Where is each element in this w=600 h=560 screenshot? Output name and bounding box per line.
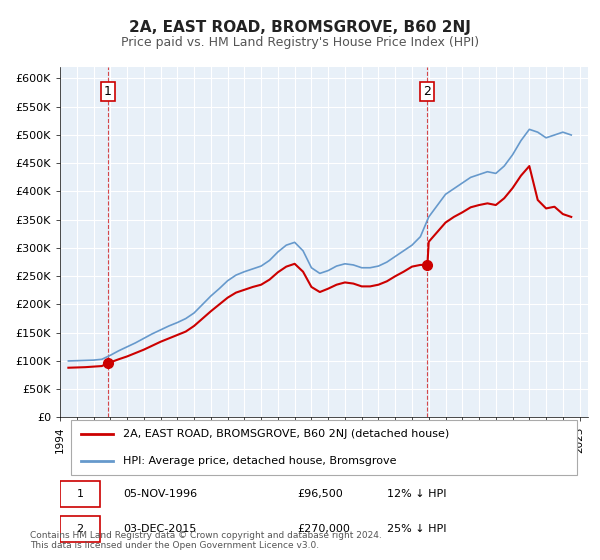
- Text: £270,000: £270,000: [298, 524, 350, 534]
- Text: 2A, EAST ROAD, BROMSGROVE, B60 2NJ (detached house): 2A, EAST ROAD, BROMSGROVE, B60 2NJ (deta…: [124, 430, 449, 439]
- Text: 1: 1: [104, 85, 112, 98]
- Text: 2A, EAST ROAD, BROMSGROVE, B60 2NJ: 2A, EAST ROAD, BROMSGROVE, B60 2NJ: [129, 20, 471, 35]
- FancyBboxPatch shape: [71, 421, 577, 475]
- FancyBboxPatch shape: [60, 516, 100, 543]
- Text: 03-DEC-2015: 03-DEC-2015: [124, 524, 197, 534]
- Text: HPI: Average price, detached house, Bromsgrove: HPI: Average price, detached house, Brom…: [124, 456, 397, 466]
- Text: 05-NOV-1996: 05-NOV-1996: [124, 489, 197, 498]
- Text: Price paid vs. HM Land Registry's House Price Index (HPI): Price paid vs. HM Land Registry's House …: [121, 36, 479, 49]
- FancyBboxPatch shape: [60, 480, 100, 507]
- Text: 2: 2: [77, 524, 83, 534]
- Text: 2: 2: [424, 85, 431, 98]
- Text: 25% ↓ HPI: 25% ↓ HPI: [388, 524, 447, 534]
- Text: £96,500: £96,500: [298, 489, 343, 498]
- Text: 1: 1: [77, 489, 83, 498]
- Text: 12% ↓ HPI: 12% ↓ HPI: [388, 489, 447, 498]
- Text: Contains HM Land Registry data © Crown copyright and database right 2024.
This d: Contains HM Land Registry data © Crown c…: [30, 530, 382, 550]
